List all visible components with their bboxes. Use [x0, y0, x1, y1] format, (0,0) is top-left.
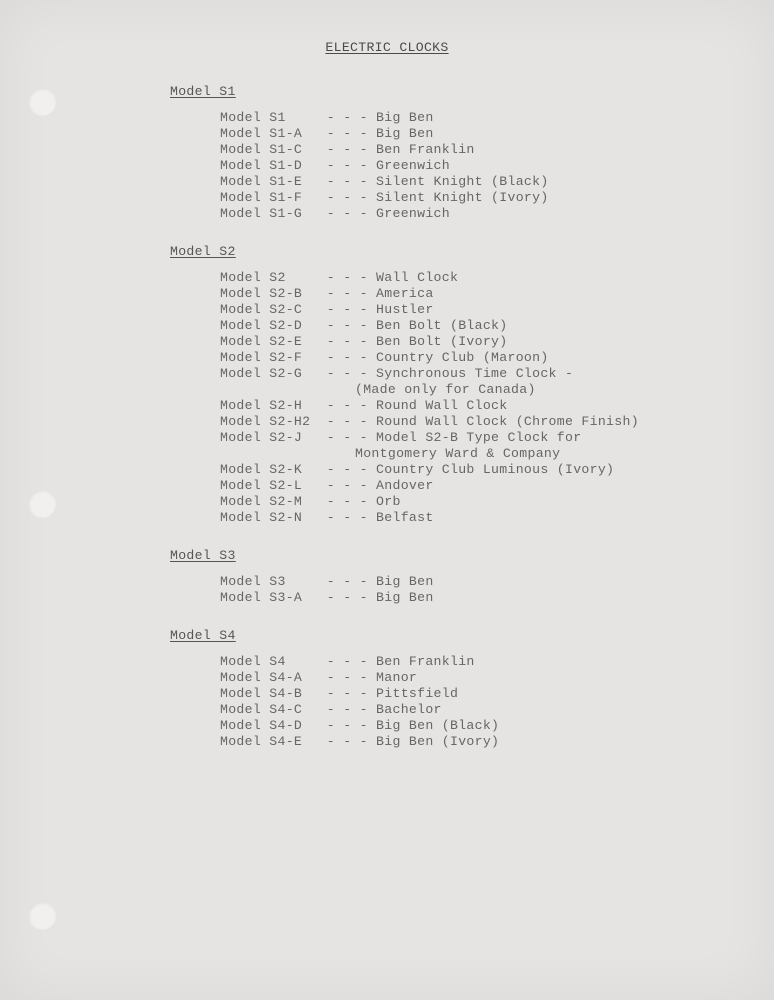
model-row: Model S4-A - - - Manor — [220, 670, 774, 686]
section-header: Model S4 — [170, 628, 774, 644]
model-row: Model S1-A - - - Big Ben — [220, 126, 774, 142]
model-row: Model S2-L - - - Andover — [220, 478, 774, 494]
model-row: Model S1-G - - - Greenwich — [220, 206, 774, 222]
document-content: ELECTRIC CLOCKS Model S1 Model S1 - - - B… — [0, 40, 774, 768]
model-row: Model S2-G - - - Synchronous Time Clock … — [220, 366, 774, 382]
model-row: Model S1-F - - - Silent Knight (Ivory) — [220, 190, 774, 206]
model-row: Model S2-D - - - Ben Bolt (Black) — [220, 318, 774, 334]
model-row: Model S1 - - - Big Ben — [220, 110, 774, 126]
model-row: Model S1-E - - - Silent Knight (Black) — [220, 174, 774, 190]
model-row: Model S2-H - - - Round Wall Clock — [220, 398, 774, 414]
model-row: Model S4-D - - - Big Ben (Black) — [220, 718, 774, 734]
model-row: Model S2-M - - - Orb — [220, 494, 774, 510]
model-row: Model S3-A - - - Big Ben — [220, 590, 774, 606]
punch-hole — [28, 902, 56, 930]
model-row: Model S2 - - - Wall Clock — [220, 270, 774, 286]
model-row: Model S2-C - - - Hustler — [220, 302, 774, 318]
model-row: Model S2-J - - - Model S2-B Type Clock f… — [220, 430, 774, 446]
model-row: Model S2-F - - - Country Club (Maroon) — [220, 350, 774, 366]
model-section: Model S2Model S2 - - - Wall ClockModel S… — [0, 244, 774, 526]
model-row: Model S4 - - - Ben Franklin — [220, 654, 774, 670]
model-section: Model S3 Model S3 - - - Big BenModel S3-A… — [0, 548, 774, 606]
model-row-continuation: Montgomery Ward & Company — [355, 446, 774, 462]
model-row: Model S1-C - - - Ben Franklin — [220, 142, 774, 158]
section-header: Model S2 — [170, 244, 774, 260]
model-section: Model S1 Model S1 - - - Big BenModel S1-A… — [0, 84, 774, 222]
model-row: Model S4-E - - - Big Ben (Ivory) — [220, 734, 774, 750]
model-row: Model S2-B - - - America — [220, 286, 774, 302]
model-row: Model S4-C - - - Bachelor — [220, 702, 774, 718]
page-title: ELECTRIC CLOCKS — [0, 40, 774, 56]
section-header: Model S3 — [170, 548, 774, 564]
model-row: Model S1-D - - - Greenwich — [220, 158, 774, 174]
model-row: Model S4-B - - - Pittsfield — [220, 686, 774, 702]
model-row: Model S2-H2 - - - Round Wall Clock (Chro… — [220, 414, 774, 430]
model-row: Model S2-E - - - Ben Bolt (Ivory) — [220, 334, 774, 350]
model-row: Model S2-N - - - Belfast — [220, 510, 774, 526]
model-row: Model S3 - - - Big Ben — [220, 574, 774, 590]
model-section: Model S4Model S4 - - - Ben FranklinModel… — [0, 628, 774, 750]
model-row: Model S2-K - - - Country Club Luminous (… — [220, 462, 774, 478]
document-page: ELECTRIC CLOCKS Model S1 Model S1 - - - B… — [0, 0, 774, 1000]
section-header: Model S1 — [170, 84, 774, 100]
model-row-continuation: (Made only for Canada) — [355, 382, 774, 398]
